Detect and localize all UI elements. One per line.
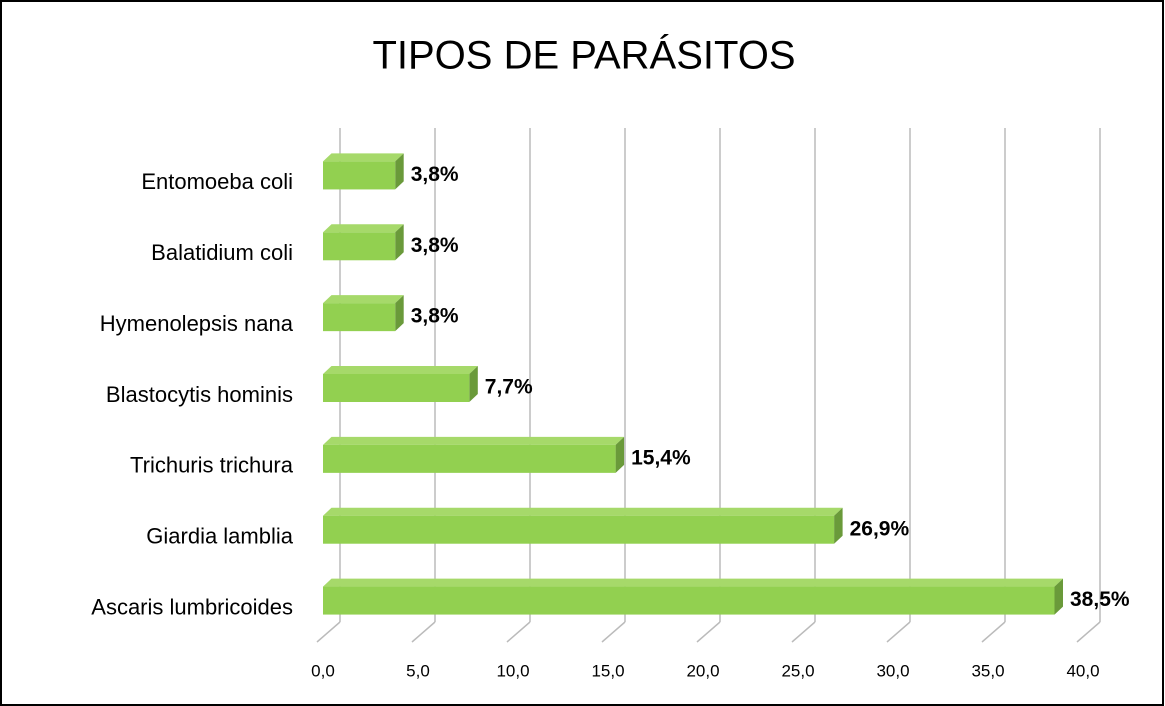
bar	[323, 586, 1055, 615]
y-tick-label: Entomoeba coli	[141, 169, 293, 194]
value-label: 3,8%	[411, 163, 459, 186]
grid-floor-line	[886, 621, 911, 643]
bar	[323, 444, 616, 473]
bar-top	[323, 295, 404, 304]
y-tick-label: Giardia lamblia	[146, 524, 293, 549]
bar	[323, 232, 396, 261]
x-tick-label: 5,0	[406, 661, 430, 680]
grid-floor-line	[316, 621, 341, 643]
value-label: 15,4%	[631, 446, 691, 469]
x-tick-label: 10,0	[496, 661, 529, 680]
bar-top	[323, 507, 843, 516]
bar-side	[395, 295, 404, 332]
grid-floor-line	[981, 621, 1006, 643]
value-label: 26,9%	[850, 517, 910, 540]
grid-floor-line	[411, 621, 436, 643]
x-tick-label: 40,0	[1066, 661, 1099, 680]
grid-floor-line	[696, 621, 721, 643]
bar-side	[1054, 578, 1063, 615]
value-label: 38,5%	[1070, 588, 1130, 611]
bar	[323, 303, 396, 332]
bar-top	[323, 224, 404, 233]
grid-floor-line	[506, 621, 531, 643]
bar-side	[395, 224, 404, 261]
bar-top	[323, 436, 625, 445]
value-label: 3,8%	[411, 305, 459, 328]
y-tick-label: Hymenolepsis nana	[100, 311, 294, 336]
x-tick-label: 25,0	[781, 661, 814, 680]
x-tick-label: 20,0	[686, 661, 719, 680]
y-tick-label: Blastocytis hominis	[106, 382, 293, 407]
x-tick-label: 35,0	[971, 661, 1004, 680]
grid-floor-line	[791, 621, 816, 643]
bar	[323, 515, 835, 544]
bar-top	[323, 153, 404, 162]
bar-top	[323, 366, 478, 374]
grid-floor-line	[1076, 621, 1101, 643]
bar	[323, 374, 470, 402]
y-tick-label: Ascaris lumbricoides	[91, 594, 293, 619]
y-tick-label: Trichuris trichura	[130, 453, 294, 478]
bar-side	[834, 507, 843, 544]
bar-side	[395, 153, 404, 190]
y-tick-label: Balatidium coli	[151, 240, 293, 265]
x-tick-label: 15,0	[591, 661, 624, 680]
value-label: 3,8%	[411, 234, 459, 257]
bar-side	[469, 366, 478, 402]
grid-floor-line	[601, 621, 626, 643]
bar-top	[323, 578, 1063, 587]
x-tick-label: 0,0	[311, 661, 335, 680]
value-label: 7,7%	[485, 376, 533, 399]
bar-side	[615, 436, 625, 473]
bar	[323, 161, 396, 190]
chart-title: TIPOS DE PARÁSITOS	[372, 33, 795, 78]
x-tick-label: 30,0	[876, 661, 909, 680]
